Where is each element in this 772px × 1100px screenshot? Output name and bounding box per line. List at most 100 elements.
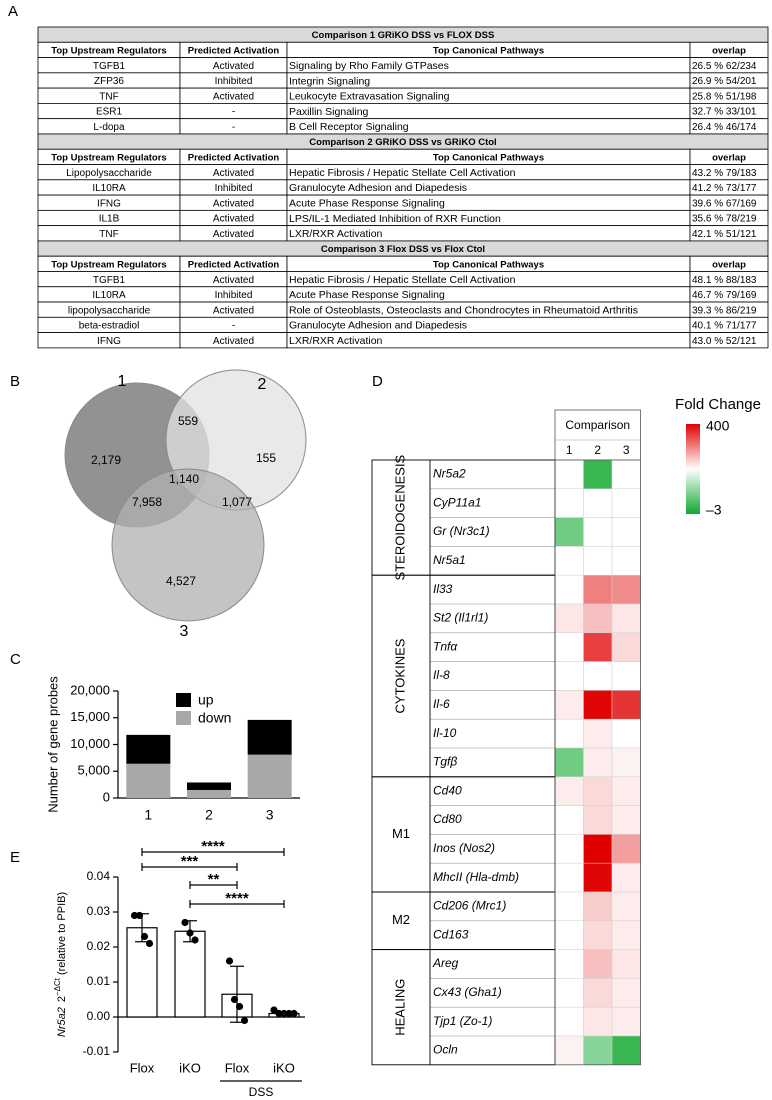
x-tick-label: iKO — [273, 1060, 295, 1075]
heatmap-cell — [554, 603, 584, 634]
regulator: TGFB1 — [93, 61, 126, 72]
heatmap-cell — [611, 632, 641, 662]
overlap: 40.1 % 71/177 — [692, 321, 757, 332]
data-point — [225, 957, 234, 965]
venn-region-label: 559 — [178, 414, 198, 428]
pathway: Hepatic Fibrosis / Hepatic Stellate Cell… — [289, 274, 516, 286]
significance-label: *** — [181, 853, 199, 870]
venn-set-label: 2 — [258, 376, 267, 393]
legend-label: down — [198, 710, 231, 726]
regulator: TGFB1 — [93, 275, 126, 286]
gene-label: Nr5a2 — [433, 467, 466, 481]
colorbar — [686, 424, 700, 514]
activation: Activated — [213, 275, 254, 286]
activation: Activated — [213, 214, 254, 225]
y-tick-label: 0 — [103, 789, 110, 804]
column-header: Top Canonical Pathways — [433, 152, 544, 163]
venn-set — [111, 468, 265, 622]
column-header: Top Canonical Pathways — [433, 259, 544, 270]
data-point — [135, 911, 144, 920]
y-tick-label: 0.03 — [87, 904, 111, 918]
x-tick-label: iKO — [179, 1060, 201, 1075]
overlap: 25.8 % 51/198 — [692, 91, 757, 102]
heatmap-cell — [583, 632, 613, 662]
heatmap-cell — [611, 949, 641, 979]
column-header: Top Upstream Regulators — [51, 152, 166, 163]
gene-label: Il-8 — [433, 668, 450, 682]
data-point — [240, 1016, 249, 1025]
heatmap-cell — [583, 805, 613, 835]
bar-segment — [247, 754, 292, 798]
heatmap-cell — [554, 718, 584, 749]
gene-label: St2 (Il1rl1) — [433, 611, 488, 625]
heatmap-cell — [554, 1006, 584, 1037]
data-point — [130, 911, 139, 920]
regulator: ZFP36 — [94, 76, 124, 87]
pathway: Hepatic Fibrosis / Hepatic Stellate Cell… — [289, 167, 516, 179]
venn-set-label: 1 — [118, 373, 127, 390]
regulator: TNF — [99, 229, 118, 240]
column-label: 3 — [623, 443, 630, 457]
heatmap-cell — [611, 603, 641, 634]
data-point — [145, 939, 154, 948]
overlap: 39.6 % 67/169 — [692, 198, 757, 209]
gene-label: CyP11a1 — [433, 495, 481, 509]
gene-label: Il-10 — [433, 726, 457, 740]
regulator: beta-estradiol — [79, 321, 140, 332]
gene-label: Areg — [432, 956, 459, 970]
bar-segment — [187, 789, 231, 798]
significance-label: **** — [225, 890, 249, 907]
heatmap-cell — [583, 834, 613, 864]
heatmap-cell — [583, 718, 613, 749]
y-label-base: 2 — [56, 996, 68, 1002]
heatmap-cell — [611, 718, 641, 749]
overlap: 26.4 % 46/174 — [692, 122, 757, 133]
heatmap-cell — [554, 690, 584, 720]
heatmap-cell — [611, 574, 641, 605]
heatmap-cell — [554, 747, 584, 778]
panel-label: E — [10, 849, 20, 866]
activation: Activated — [213, 198, 254, 209]
pathway: Acute Phase Response Signaling — [289, 198, 445, 210]
regulator: ESR1 — [96, 107, 123, 118]
panel-label: D — [372, 373, 383, 390]
heatmap-cell — [554, 459, 584, 490]
y-tick-label: 20,000 — [70, 682, 110, 697]
column-label: 2 — [594, 443, 601, 457]
column-header: Predicted Activation — [188, 45, 280, 56]
colorbar-tick-label: –3 — [706, 502, 722, 518]
heatmap-cell — [554, 661, 584, 691]
pathway: Paxillin Signaling — [289, 106, 369, 118]
heatmap-cell — [583, 862, 613, 893]
heatmap-cell — [554, 891, 584, 922]
pathway: Acute Phase Response Signaling — [289, 289, 445, 301]
y-label-exponent: −ΔCt — [53, 977, 62, 996]
legend-label: up — [198, 692, 214, 708]
group-label: STEROIDOGENESIS — [392, 454, 407, 580]
heatmap-cell — [583, 949, 613, 979]
venn-set-label: 3 — [180, 623, 189, 640]
bar — [174, 930, 206, 1018]
overlap: 42.1 % 51/121 — [692, 229, 757, 240]
gene-label: Cd206 (Mrc1) — [433, 899, 506, 913]
legend-swatch — [176, 711, 191, 725]
regulator: TNF — [99, 91, 118, 102]
column-header: overlap — [712, 45, 746, 56]
group-label: M1 — [392, 826, 410, 841]
pathway: Integrin Signaling — [289, 75, 370, 87]
column-header: overlap — [712, 259, 746, 270]
significance-label: ** — [208, 871, 220, 888]
data-point — [275, 1009, 283, 1018]
regulator: IL10RA — [92, 183, 126, 194]
gene-label: Inos (Nos2) — [433, 841, 495, 855]
heatmap-cell — [611, 488, 641, 518]
y-tick-label: 0.04 — [87, 869, 111, 883]
y-label-text: (relative to PPIB) — [56, 892, 68, 975]
heatmap-cell — [611, 1035, 641, 1066]
heatmap-cell — [611, 1006, 641, 1037]
venn-region-label: 155 — [256, 451, 276, 465]
gene-label: Il-6 — [433, 697, 450, 711]
bar-segment — [187, 782, 231, 790]
data-point — [186, 929, 194, 937]
